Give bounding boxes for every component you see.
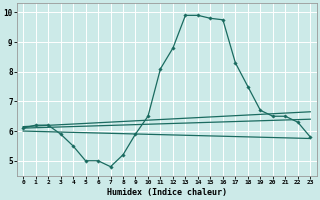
X-axis label: Humidex (Indice chaleur): Humidex (Indice chaleur) xyxy=(107,188,227,197)
